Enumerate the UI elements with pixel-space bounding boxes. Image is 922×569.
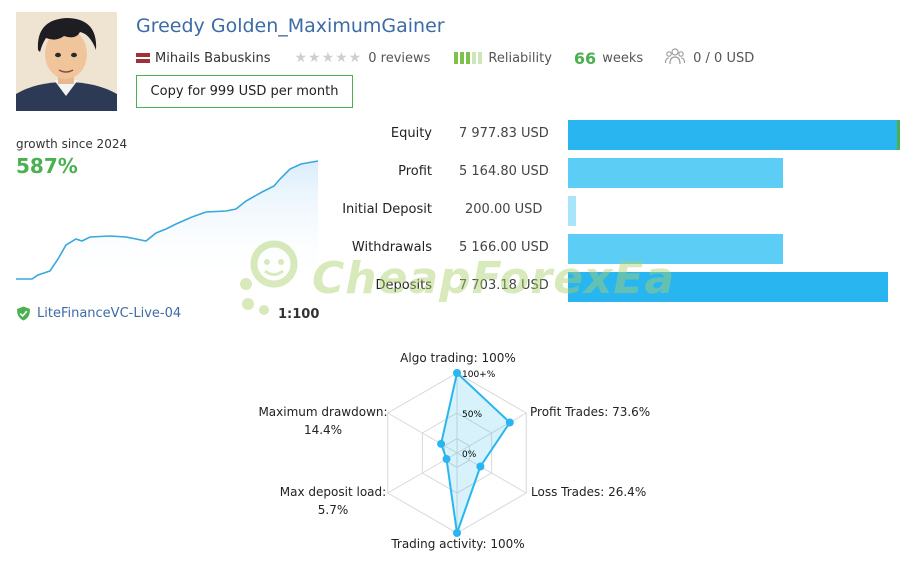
stat-label-deposits: Deposits (375, 278, 432, 293)
copy-subscribe-button[interactable]: Copy for 999 USD per month (136, 75, 353, 108)
latvia-flag-icon (136, 53, 150, 63)
equity-marker (897, 120, 900, 150)
radar-axis-line (456, 412, 527, 454)
reliability-bars-icon (454, 52, 483, 64)
radar-point-1[interactable] (505, 418, 514, 427)
radar-point-5[interactable] (437, 439, 446, 448)
author-name[interactable]: Mihails Babuskins (155, 50, 271, 66)
radar-label-algo-trading: Algo trading: 100% (400, 351, 516, 365)
weeks-value: 66 (573, 48, 597, 68)
radar-point-0[interactable] (453, 369, 461, 377)
reliability-label: Reliability (488, 50, 552, 66)
rating-stars-icon: ★★★★★ (294, 50, 363, 66)
broker-link[interactable]: LiteFinanceVC-Live-04 (16, 306, 181, 321)
stat-value-equity: 7 977.83 USD (459, 126, 549, 141)
growth-label: growth since 2024 (16, 137, 128, 151)
radar-label-trading-activity: Trading activity: 100% (391, 537, 525, 551)
radar-axis-line (387, 412, 458, 454)
radar-chart: 100+% 50% 0% (387, 369, 527, 537)
radar-tick-100: 100+% (462, 370, 496, 380)
radar-tick-0: 0% (462, 450, 477, 460)
meta-row: Mihails Babuskins ★★★★★ 0 reviews Reliab… (136, 47, 754, 69)
growth-chart-line (16, 160, 318, 280)
growth-value: 587% (16, 154, 78, 178)
reviews-count[interactable]: 0 reviews (368, 50, 431, 66)
subscribers-value: 0 / 0 USD (693, 50, 755, 66)
stat-value-profit: 5 164.80 USD (459, 164, 549, 179)
stat-bar-profit (568, 158, 783, 188)
weeks-label: weeks (602, 50, 644, 66)
stat-label-profit: Profit (398, 164, 432, 179)
stat-label-equity: Equity (390, 126, 432, 141)
verified-shield-icon (17, 306, 30, 321)
stat-value-deposits: 7 703.18 USD (459, 278, 549, 293)
stat-bar-initial-deposit (568, 196, 576, 226)
stat-bar-deposits (568, 272, 888, 302)
growth-chart-area (16, 161, 318, 285)
stat-bar-withdrawals (568, 234, 783, 264)
leverage-value: 1:100 (278, 307, 320, 322)
radar-axis-line (456, 452, 527, 494)
stat-label-withdrawals: Withdrawals (351, 240, 432, 255)
radar-label-max-drawdown: Maximum drawdown: 14.4% (258, 405, 388, 437)
radar-label-loss-trades: Loss Trades: 26.4% (531, 485, 647, 499)
stat-value-withdrawals: 5 166.00 USD (459, 240, 549, 255)
radar-label-max-deposit-load: Max deposit load: 5.7% (279, 485, 387, 517)
radar-point-2[interactable] (476, 462, 485, 471)
subscribers-icon (665, 47, 686, 69)
growth-chart[interactable] (16, 155, 318, 285)
radar-point-3[interactable] (453, 529, 461, 537)
broker-name[interactable]: LiteFinanceVC-Live-04 (37, 306, 182, 321)
stat-bar-equity (568, 120, 900, 150)
radar-label-profit-trades: Profit Trades: 73.6% (530, 405, 651, 419)
radar-point-4[interactable] (442, 455, 451, 464)
radar-tick-50: 50% (462, 410, 482, 420)
stat-value-initial-deposit: 200.00 USD (465, 202, 543, 217)
stat-label-initial-deposit: Initial Deposit (342, 202, 432, 217)
strategy-title[interactable]: Greedy Golden_MaximumGainer (136, 15, 445, 37)
avatar[interactable] (16, 12, 117, 111)
